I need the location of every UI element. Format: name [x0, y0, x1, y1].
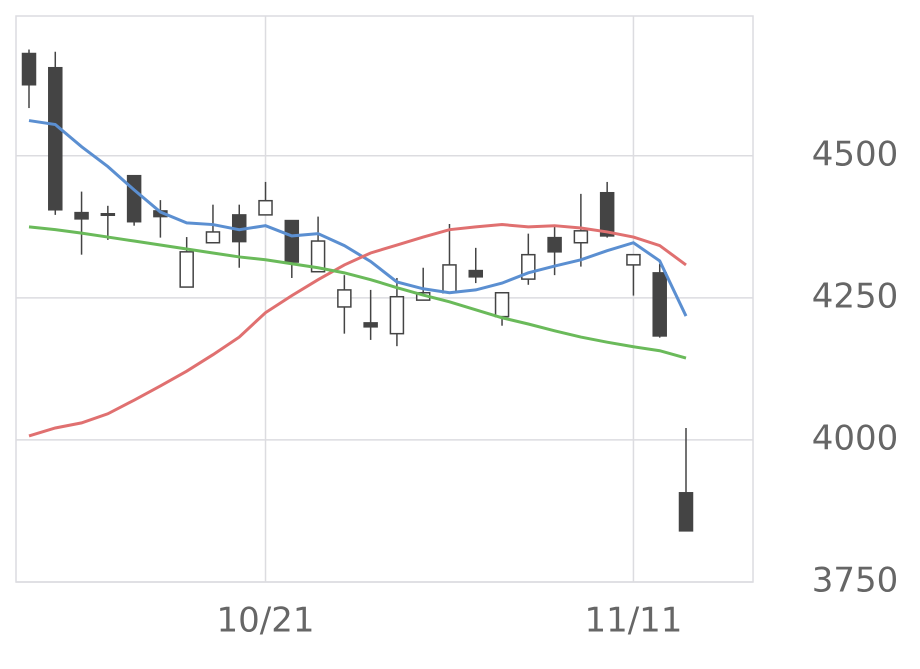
moving-average-line	[28, 223, 687, 438]
candle-body	[599, 191, 615, 237]
candle-body	[652, 272, 667, 337]
y-tick-label: 4000	[812, 418, 899, 458]
moving-average-line	[28, 225, 687, 360]
y-tick-label: 3750	[812, 561, 899, 601]
candle-body	[389, 295, 405, 335]
candle-body	[678, 492, 694, 532]
x-tick-label: 11/11	[584, 601, 682, 641]
candle-body	[21, 52, 37, 86]
candle-body	[179, 251, 194, 288]
candle-body	[74, 211, 89, 220]
candle-body	[337, 289, 352, 308]
x-tick-label: 10/21	[217, 601, 315, 641]
candle-body	[547, 236, 562, 253]
candle-body	[573, 230, 589, 244]
candle-body	[126, 174, 142, 223]
candle-body	[468, 269, 484, 278]
candle-body	[258, 199, 273, 216]
candle-body	[205, 231, 221, 244]
moving-average-line	[28, 119, 688, 317]
candle-body	[626, 253, 641, 266]
candle-body	[284, 219, 300, 263]
candle-body	[363, 322, 378, 328]
candle-body	[48, 66, 63, 211]
candle-body	[100, 213, 116, 217]
candle-body	[442, 264, 457, 294]
y-tick-label: 4500	[812, 134, 899, 174]
plot-frame	[15, 15, 754, 583]
candle-body	[310, 240, 326, 273]
y-tick-label: 4250	[812, 276, 899, 316]
candle-body	[494, 291, 510, 318]
